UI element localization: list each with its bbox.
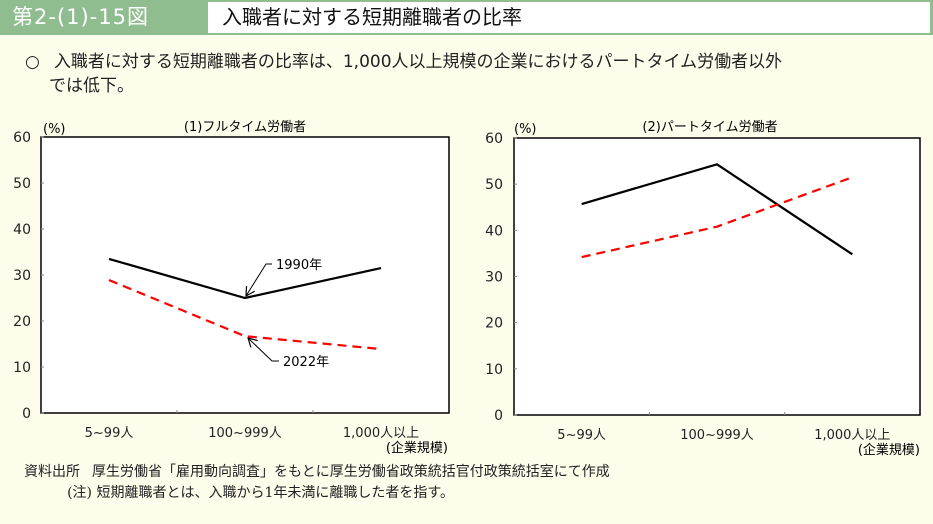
- y-tick-label: 10: [485, 362, 503, 378]
- series-line-2022: [108, 279, 382, 351]
- x-tick-label: 1,000人以上: [814, 428, 890, 443]
- x-axis-label: (企業規模): [386, 440, 448, 456]
- bullet-circle-icon: ○: [25, 52, 40, 72]
- x-tick-label: 100~999人: [680, 428, 754, 443]
- chart-panel-parttime: (2)パートタイム労働者 (%) 0 10 20 30 40 50 60 5~99人 100~…: [485, 120, 921, 458]
- summary: ○ 入職者に対する短期離職者の比率は、1,000人以上規模の企業におけるパートタイ…: [25, 50, 925, 98]
- x-tick-label: 5~99人: [85, 426, 134, 441]
- source-text: 厚生労働省「雇用動向調査」をもとに厚生労働省政策統括官付政策統括室にて作成: [92, 464, 610, 480]
- y-tick-label: 10: [13, 360, 31, 376]
- footer-notes: 資料出所 厚生労働省「雇用動向調査」をもとに厚生労働省政策統括官付政策統括室にて作…: [24, 462, 610, 504]
- y-tick-label: 30: [485, 270, 503, 286]
- summary-line-1: 入職者に対する短期離職者の比率は、1,000人以上規模の企業におけるパートタイム…: [53, 52, 783, 72]
- chart-title: (2)パートタイム労働者: [642, 120, 777, 135]
- annotation-label-2022: 2022年: [283, 355, 329, 370]
- x-tick-label: 1,000人以上: [343, 426, 419, 441]
- figure-number: 第2-(1)-15図: [12, 5, 149, 29]
- note-text: 短期離職者とは、入職から1年未満に離職した者を指す。: [96, 485, 454, 501]
- annotation-arrow-2022: [248, 338, 279, 362]
- y-tick-label: 40: [13, 222, 31, 238]
- source-label: 資料出所: [24, 464, 80, 480]
- plot-area: [40, 136, 450, 414]
- chart-panel-fulltime: (1)フルタイム労働者 (%) 0 10 20 30 40 50 60 5~99人 100~9…: [13, 120, 450, 456]
- y-axis-unit: (%): [43, 122, 66, 137]
- y-tick-label: 60: [13, 130, 31, 146]
- annotation-1990: 1990年: [246, 258, 322, 296]
- y-tick-label: 40: [485, 223, 503, 239]
- y-axis-unit: (%): [514, 122, 537, 137]
- y-tick-label: 20: [485, 316, 503, 332]
- chart-title: (1)フルタイム労働者: [184, 120, 306, 135]
- y-tick-label: 0: [22, 406, 31, 422]
- annotation-arrow-1990: [246, 263, 272, 296]
- figure-header: 第2-(1)-15図 入職者に対する短期離職者の比率: [0, 0, 933, 35]
- x-tick-label: 5~99人: [557, 428, 606, 443]
- y-tick-label: 20: [13, 314, 31, 330]
- y-tick-label: 60: [485, 131, 503, 147]
- figure-title: 入職者に対する短期離職者の比率: [208, 2, 930, 33]
- annotation-2022: 2022年: [248, 338, 329, 370]
- annotation-label-1990: 1990年: [276, 258, 322, 273]
- y-tick-label: 0: [494, 408, 503, 424]
- x-tick-label: 100~999人: [208, 426, 282, 441]
- summary-line-2: では低下。: [49, 76, 134, 96]
- y-tick-label: 30: [13, 268, 31, 284]
- y-tick-label: 50: [485, 177, 503, 193]
- note-label: (注): [67, 485, 92, 501]
- plot-area: [513, 137, 921, 416]
- y-tick-label: 50: [13, 176, 31, 192]
- x-axis-label: (企業規模): [858, 442, 920, 458]
